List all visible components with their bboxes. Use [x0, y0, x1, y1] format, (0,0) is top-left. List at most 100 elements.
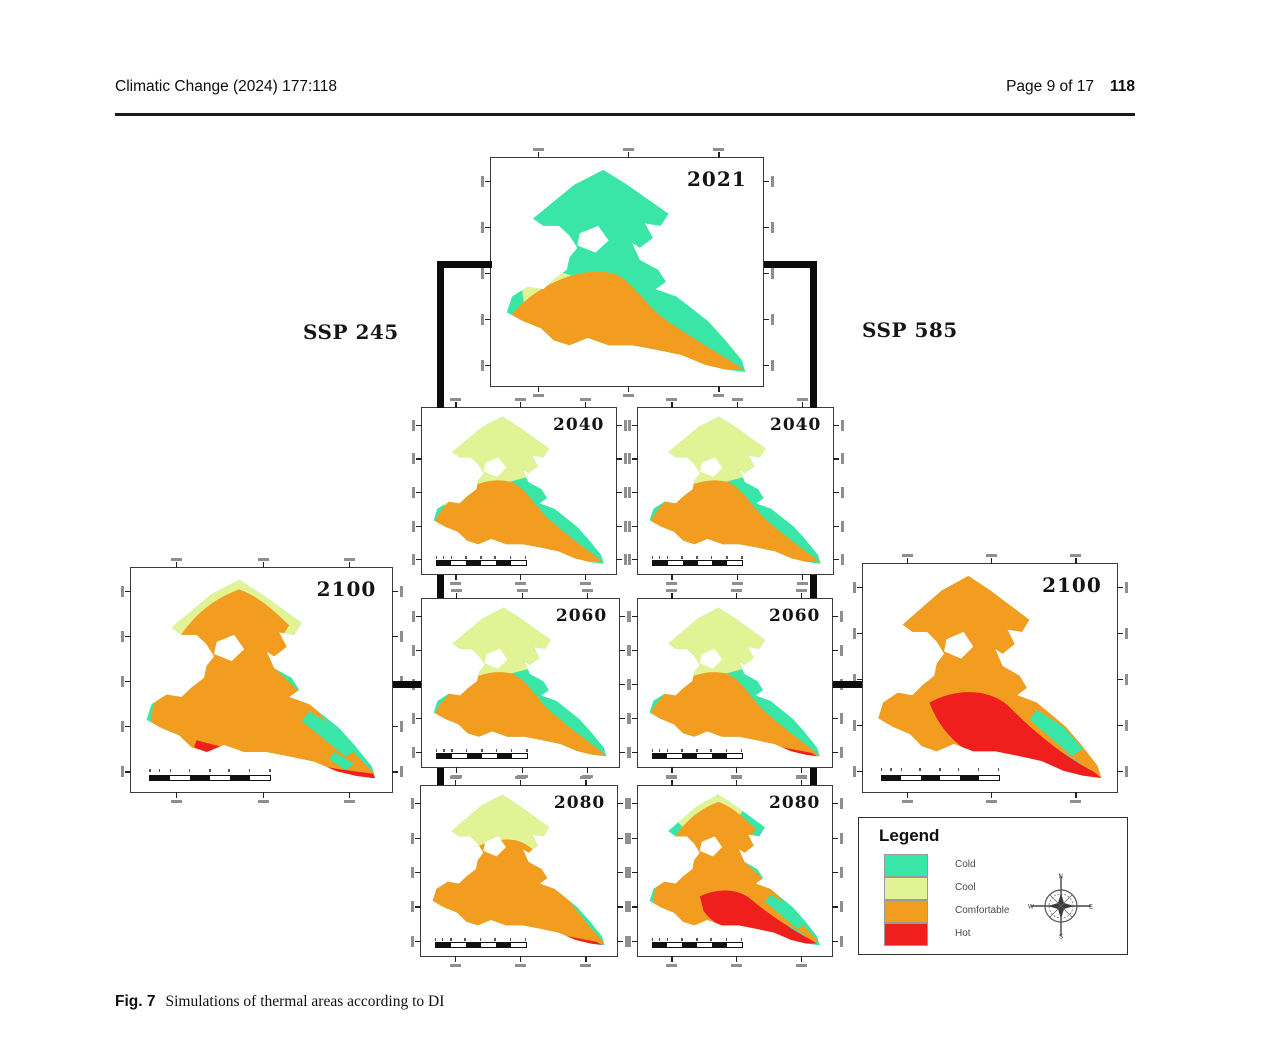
coordinate-label-smudge	[412, 747, 415, 758]
map-frame-tick	[585, 956, 587, 962]
panel-year-label: 2040	[769, 414, 822, 435]
map-frame-tick	[617, 940, 623, 942]
map-frame-tick	[1117, 771, 1123, 773]
scalebar-numbers	[435, 748, 528, 752]
thermal-map-2100-ssp585	[877, 575, 1101, 778]
coordinate-label-smudge	[449, 964, 461, 967]
map-frame-tick	[671, 780, 673, 786]
coordinate-label-smudge	[796, 398, 808, 401]
flow-connector	[437, 768, 444, 785]
map-frame-tick	[632, 940, 638, 942]
map-frame-tick	[991, 792, 993, 798]
map-frame-tick	[262, 792, 264, 798]
coordinate-label-smudge	[515, 776, 526, 779]
map-frame-tick	[718, 152, 720, 158]
thermal-map-2060-ssp585	[649, 607, 820, 757]
coordinate-label-smudge	[731, 398, 743, 401]
coordinate-label-smudge	[840, 867, 843, 878]
coordinate-label-smudge	[628, 935, 631, 947]
map-frame-tick	[585, 780, 587, 786]
coordinate-label-smudge	[731, 964, 742, 967]
coordinate-label-smudge	[257, 558, 269, 561]
map-frame-tick	[632, 718, 638, 720]
coordinate-label-smudge	[771, 176, 774, 187]
map-frame-tick	[632, 559, 638, 561]
map-frame-tick	[454, 780, 456, 786]
coordinate-label-smudge	[411, 832, 414, 844]
compass-letter-w: W	[1028, 905, 1034, 911]
coordinate-label-smudge	[1125, 628, 1128, 639]
map-frame-tick	[671, 767, 673, 773]
scalebar-numbers	[435, 556, 527, 560]
coordinate-label-smudge	[344, 800, 356, 803]
map-frame-tick	[584, 402, 586, 408]
coordinate-label-smudge	[628, 453, 631, 465]
map-frame-tick	[736, 767, 738, 773]
coordinate-label-smudge	[628, 554, 631, 566]
coordinate-label-smudge	[796, 582, 808, 585]
scale-bar	[651, 752, 743, 759]
coordinate-label-smudge	[580, 964, 592, 967]
coordinate-label-smudge	[400, 721, 403, 733]
map-frame-tick	[671, 402, 673, 408]
coordinate-label-smudge	[666, 582, 678, 585]
map-frame-tick	[632, 752, 638, 754]
map-frame-tick	[415, 872, 421, 874]
coordinate-label-smudge	[628, 679, 631, 690]
legend-swatch-cool	[884, 877, 928, 900]
coordinate-label-smudge	[481, 268, 484, 279]
coordinate-label-smudge	[986, 554, 997, 557]
coordinate-label-smudge	[412, 554, 415, 566]
map-frame-tick	[671, 956, 673, 962]
coordinate-label-smudge	[516, 589, 528, 592]
map-frame-tick	[632, 525, 638, 527]
panel-year-label: 2100	[1042, 573, 1102, 598]
scalebar-numbers	[880, 768, 1000, 772]
coordinate-label-smudge	[628, 832, 631, 844]
coordinate-label-smudge	[795, 776, 807, 779]
coordinate-label-smudge	[623, 148, 634, 151]
coordinate-label-smudge	[257, 800, 269, 803]
legend-label: Cold	[955, 859, 976, 870]
map-frame-tick	[616, 492, 622, 494]
coordinate-label-smudge	[623, 394, 634, 397]
coordinate-label-smudge	[840, 645, 843, 656]
map-frame-tick	[454, 956, 456, 962]
map-frame-tick	[1117, 587, 1123, 589]
map-frame-tick	[833, 525, 839, 527]
map-frame-tick	[857, 633, 863, 635]
map-frame-tick	[616, 424, 622, 426]
map-frame-tick	[857, 771, 863, 773]
coordinate-label-smudge	[853, 582, 856, 593]
map-frame-tick	[392, 726, 398, 728]
map-frame-tick	[763, 365, 769, 367]
map-frame-tick	[801, 574, 803, 580]
map-frame-tick	[632, 837, 638, 839]
journal-header: Climatic Change (2024) 177:118	[115, 78, 338, 95]
map-frame-tick	[763, 273, 769, 275]
coordinate-label-smudge	[532, 394, 544, 397]
map-frame-tick	[416, 525, 422, 527]
coordinate-label-smudge	[170, 558, 182, 561]
map-frame-tick	[587, 767, 589, 773]
map-frame-tick	[619, 650, 625, 652]
map-frame-tick	[632, 492, 638, 494]
map-frame-tick	[736, 574, 738, 580]
flow-connector	[437, 261, 444, 408]
map-frame-tick	[832, 906, 838, 908]
map-frame-tick	[619, 616, 625, 618]
coordinate-label-smudge	[625, 935, 628, 947]
scenario-label-ssp585: SSP 585	[862, 318, 958, 342]
coordinate-label-smudge	[449, 776, 461, 779]
map-frame-tick	[800, 593, 802, 599]
map-frame-tick	[832, 837, 838, 839]
coordinate-label-smudge	[771, 268, 774, 279]
coordinate-label-smudge	[840, 747, 843, 758]
map-frame-tick	[416, 458, 422, 460]
coordinate-label-smudge	[731, 582, 743, 585]
map-frame-tick	[857, 679, 863, 681]
coordinate-label-smudge	[515, 398, 526, 401]
map-frame-tick	[991, 558, 993, 564]
map-frame-tick	[632, 803, 638, 805]
map-panel-2040-ssp585: 2040	[628, 398, 844, 585]
